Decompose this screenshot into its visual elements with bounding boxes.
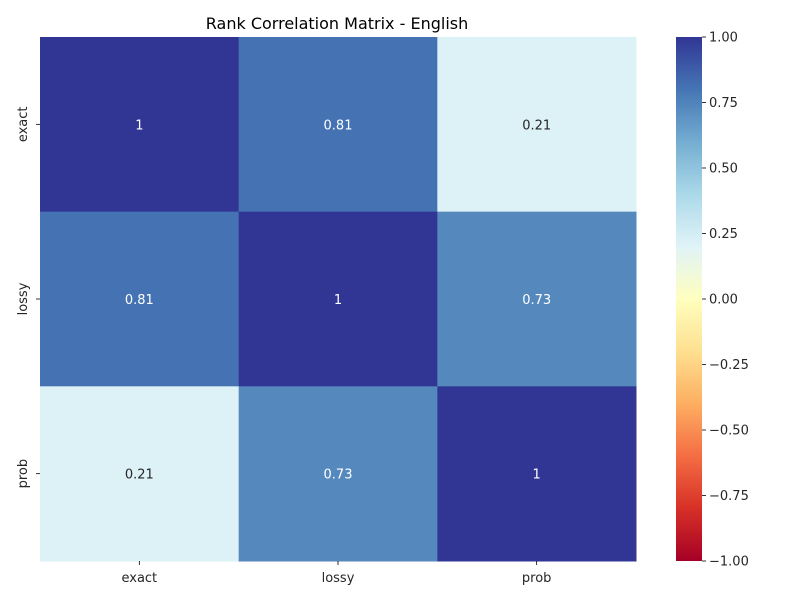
y-tick-label: exact bbox=[16, 106, 31, 142]
cell-value-label: 0.73 bbox=[324, 468, 353, 483]
cell-value-label: 1 bbox=[334, 293, 342, 308]
colorbar-tick-label: 0.25 bbox=[709, 227, 738, 242]
colorbar-tick-label: 0.75 bbox=[709, 96, 738, 111]
colorbar-tick-label: 0.00 bbox=[709, 293, 738, 308]
heatmap-cell bbox=[40, 37, 240, 213]
heatmap-cell bbox=[437, 37, 637, 213]
colorbar-tick-label: −0.75 bbox=[709, 489, 749, 504]
heatmap-cells: 1 0.81 0.21 0.81 1 0.73 0.21 0.73 1 bbox=[40, 37, 637, 562]
x-tick-label: exact bbox=[121, 571, 157, 586]
heatmap-cell bbox=[40, 211, 240, 387]
heatmap-cell bbox=[437, 211, 637, 387]
heatmap-cell bbox=[238, 386, 438, 562]
cell-value-label: 0.73 bbox=[522, 293, 551, 308]
y-axis-ticks: exact lossy prob bbox=[16, 106, 40, 488]
cell-value-label: 1 bbox=[533, 468, 541, 483]
heatmap-cell bbox=[437, 386, 637, 562]
x-tick-label: lossy bbox=[322, 571, 355, 586]
cell-value-label: 0.21 bbox=[125, 468, 154, 483]
y-tick-label: prob bbox=[16, 459, 31, 489]
colorbar-tick-label: 0.50 bbox=[709, 162, 738, 177]
y-tick-label: lossy bbox=[16, 282, 31, 315]
heatmap-cell bbox=[40, 386, 240, 562]
colorbar-tick-label: 1.00 bbox=[709, 31, 738, 46]
colorbar-ticks: 1.00 0.75 0.50 0.25 0.00 −0.25 −0.50 −0.75 −1.00 bbox=[702, 31, 749, 570]
colorbar-tick-label: −0.50 bbox=[709, 424, 749, 439]
colorbar-tick-label: −1.00 bbox=[709, 555, 749, 570]
cell-value-label: 0.81 bbox=[324, 118, 353, 133]
cell-value-label: 1 bbox=[135, 118, 143, 133]
x-axis-ticks: exact lossy prob bbox=[121, 561, 551, 586]
heatmap-cell bbox=[238, 211, 438, 387]
heatmap-cell bbox=[238, 37, 438, 213]
colorbar-tick-label: −0.25 bbox=[709, 358, 749, 373]
colorbar bbox=[676, 37, 702, 561]
x-tick-label: prob bbox=[522, 571, 552, 586]
cell-value-label: 0.81 bbox=[125, 293, 154, 308]
chart-title: Rank Correlation Matrix - English bbox=[206, 14, 468, 33]
cell-value-label: 0.21 bbox=[522, 118, 551, 133]
